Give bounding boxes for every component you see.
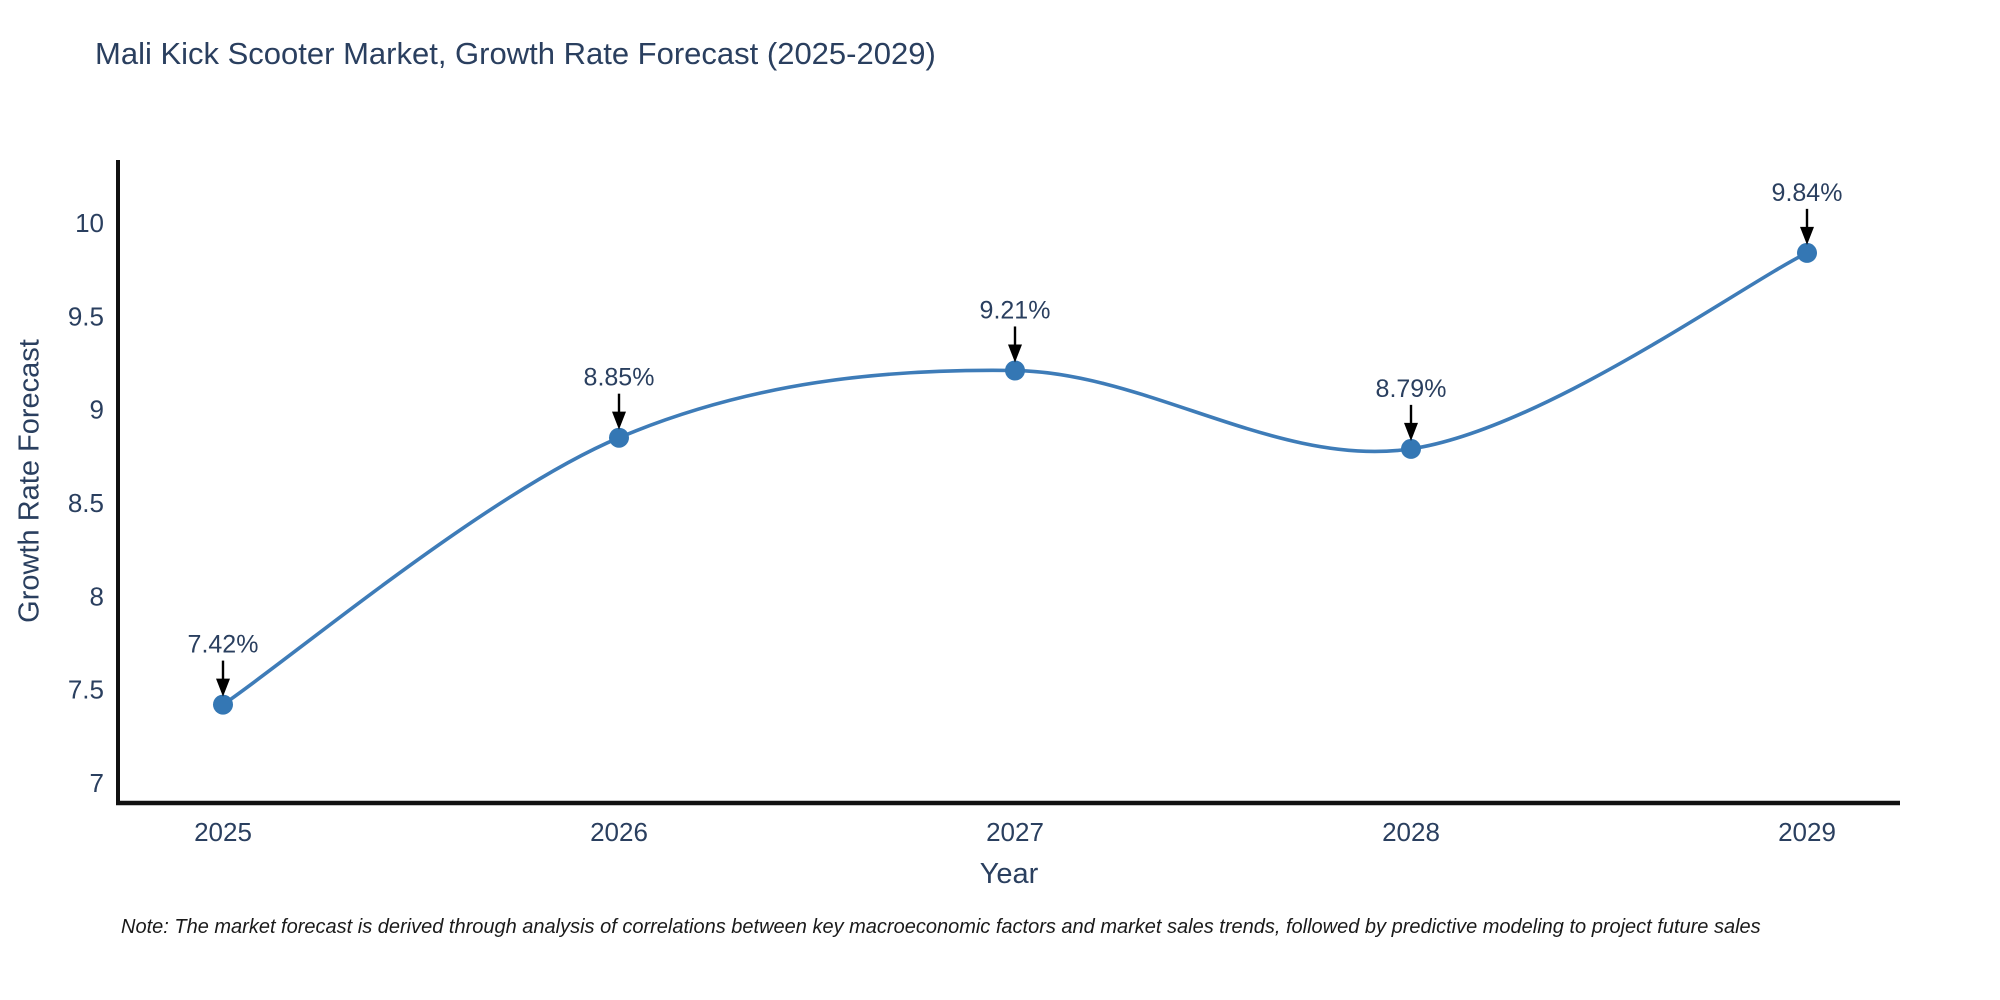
y-tick-label: 7.5	[68, 675, 104, 705]
y-tick-label: 8.5	[68, 488, 104, 518]
y-tick-label: 9.5	[68, 301, 104, 331]
annotation-arrowhead	[1800, 226, 1814, 245]
y-tick-label: 7	[90, 768, 104, 798]
annotation-arrowhead	[216, 678, 230, 697]
y-tick-label: 8	[90, 581, 104, 611]
annotation-arrowhead	[1404, 422, 1418, 441]
annotation-arrowhead	[1008, 344, 1022, 363]
x-tick-label: 2025	[194, 817, 252, 847]
x-tick-label: 2027	[986, 817, 1044, 847]
x-tick-label: 2026	[590, 817, 648, 847]
y-tick-label: 9	[90, 395, 104, 425]
data-point-marker	[1797, 242, 1817, 263]
annotation-arrowhead	[612, 411, 626, 430]
chart-title: Mali Kick Scooter Market, Growth Rate Fo…	[95, 36, 936, 71]
point-value-label: 7.42%	[188, 631, 259, 659]
data-point-marker	[609, 427, 629, 448]
x-tick-label: 2029	[1778, 817, 1836, 847]
data-point-marker	[213, 694, 233, 715]
x-axis-title: Year	[979, 858, 1039, 890]
point-value-label: 8.85%	[584, 364, 655, 392]
data-point-marker	[1401, 438, 1421, 459]
data-point-marker	[1005, 360, 1025, 381]
footnote: Note: The market forecast is derived thr…	[121, 916, 1761, 938]
y-tick-label: 10	[75, 208, 104, 238]
point-value-label: 9.21%	[980, 296, 1051, 324]
point-value-label: 9.84%	[1772, 179, 1843, 207]
point-value-label: 8.79%	[1376, 375, 1447, 403]
x-tick-label: 2028	[1382, 817, 1440, 847]
